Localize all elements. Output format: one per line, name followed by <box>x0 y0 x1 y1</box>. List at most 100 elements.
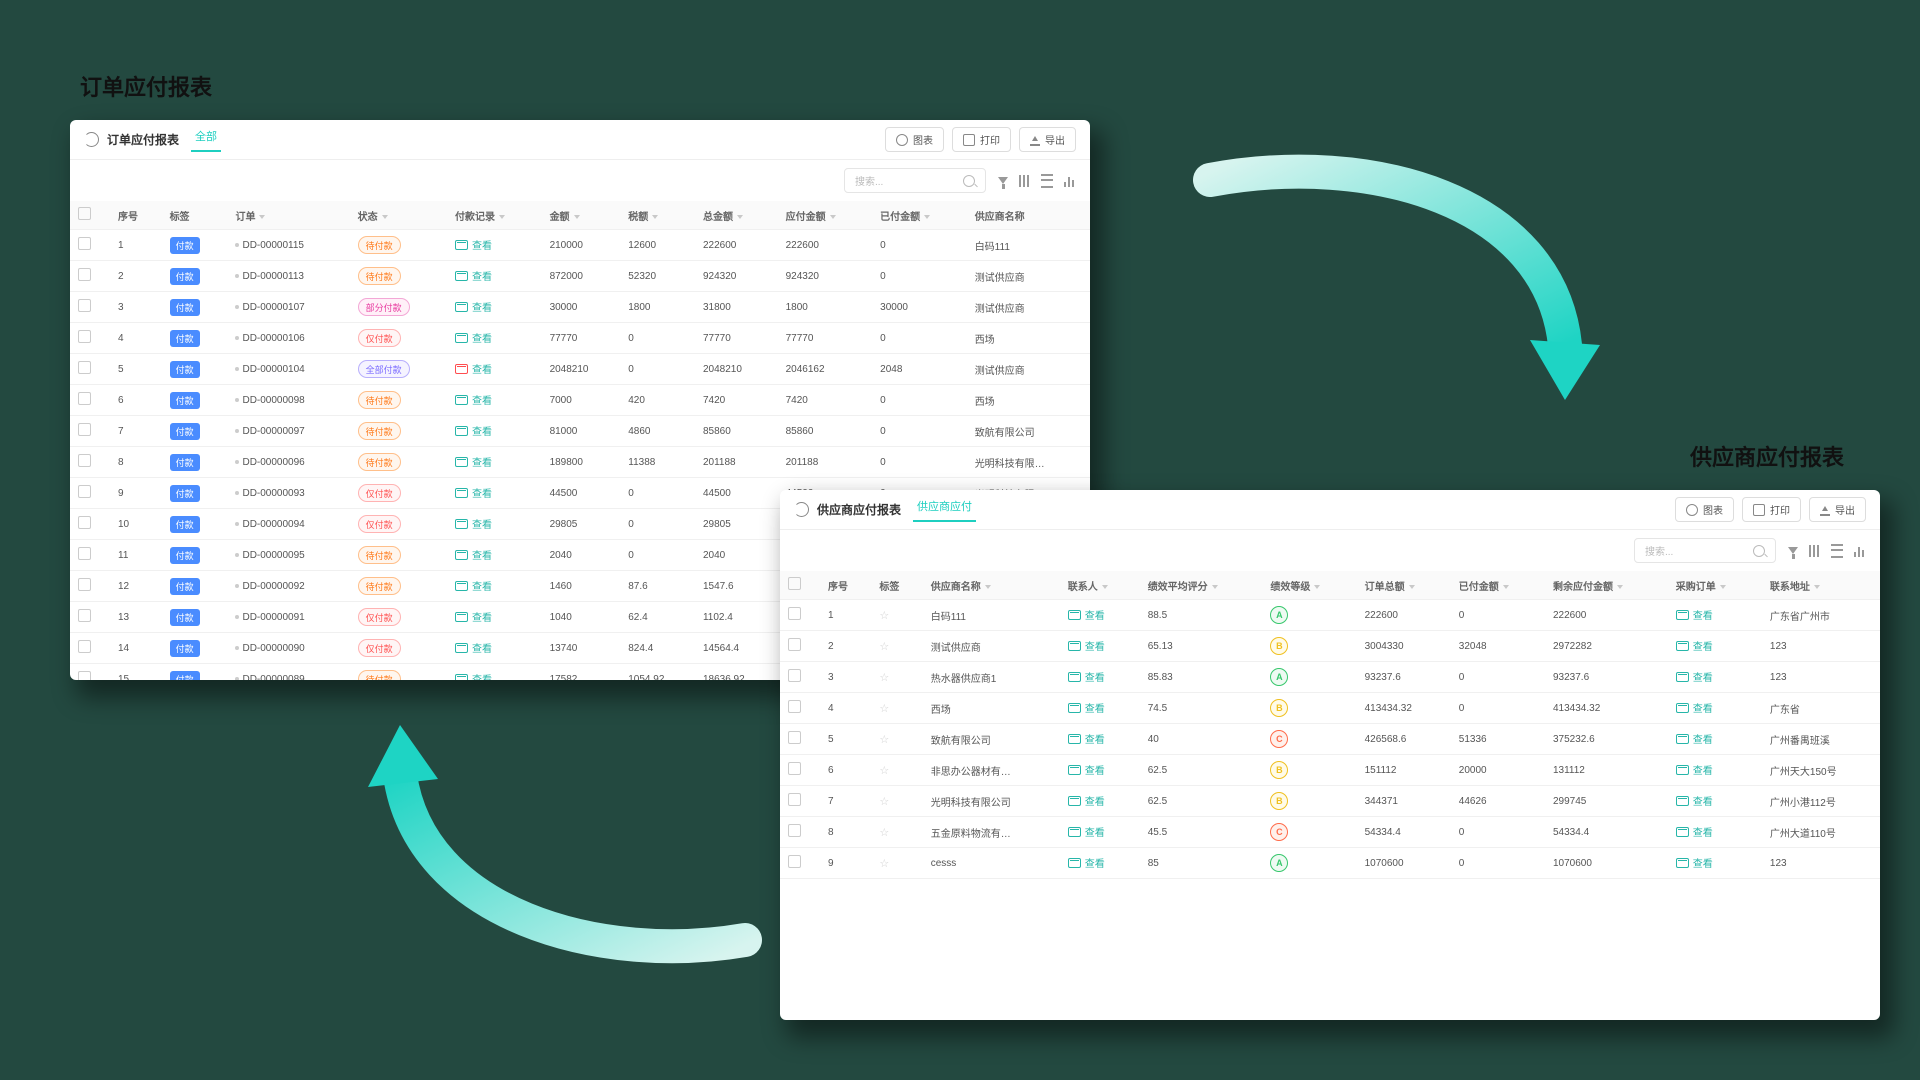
star-icon[interactable]: ☆ <box>879 858 889 870</box>
chart-button[interactable]: 图表 <box>885 127 944 152</box>
checkbox[interactable] <box>78 640 91 653</box>
view-link[interactable]: 查看 <box>1068 824 1105 839</box>
view-link[interactable]: 查看 <box>1068 669 1105 684</box>
col-due[interactable]: 应付金额 <box>778 201 873 230</box>
view-link[interactable]: 查看 <box>455 671 492 680</box>
col-order[interactable]: 订单 <box>227 201 349 230</box>
checkbox[interactable] <box>78 671 91 680</box>
table-row[interactable]: 6☆非思办公器材有…查看62.5B15111220000131112查看广州天大… <box>780 755 1880 786</box>
view-link[interactable]: 查看 <box>1068 700 1105 715</box>
col-remain[interactable]: 剩余应付金额 <box>1545 571 1668 600</box>
checkbox[interactable] <box>78 609 91 622</box>
col-score[interactable]: 绩效平均评分 <box>1140 571 1263 600</box>
table-row[interactable]: 6付款DD-00000098待付款查看7000420742074200西场 <box>70 385 1090 416</box>
checkbox[interactable] <box>78 547 91 560</box>
view-link[interactable]: 查看 <box>455 640 492 655</box>
list-icon[interactable] <box>1040 174 1054 188</box>
table-row[interactable]: 9☆cesss查看85A107060001070600查看123 <box>780 848 1880 879</box>
view-link[interactable]: 查看 <box>455 454 492 469</box>
star-icon[interactable]: ☆ <box>879 610 889 622</box>
table-row[interactable]: 4☆西场查看74.5B413434.320413434.32查看广东省 <box>780 693 1880 724</box>
pay-tag[interactable]: 付款 <box>170 330 200 347</box>
checkbox[interactable] <box>788 638 801 651</box>
checkbox[interactable] <box>78 516 91 529</box>
checkbox[interactable] <box>78 578 91 591</box>
table-row[interactable]: 5☆致航有限公司查看40C426568.651336375232.6查看广州番禺… <box>780 724 1880 755</box>
col-seq[interactable]: 序号 <box>110 201 162 230</box>
checkbox-all[interactable] <box>788 577 801 590</box>
table-row[interactable]: 3付款DD-00000107部分付款查看30000180031800180030… <box>70 292 1090 323</box>
view-link[interactable]: 查看 <box>455 361 492 376</box>
view-link[interactable]: 查看 <box>1676 700 1713 715</box>
view-link[interactable]: 查看 <box>455 516 492 531</box>
table-row[interactable]: 1☆白码111查看88.5A2226000222600查看广东省广州市 <box>780 600 1880 631</box>
checkbox[interactable] <box>788 700 801 713</box>
pay-tag[interactable]: 付款 <box>170 361 200 378</box>
col-grade[interactable]: 绩效等级 <box>1262 571 1356 600</box>
pay-tag[interactable]: 付款 <box>170 454 200 471</box>
star-icon[interactable]: ☆ <box>879 703 889 715</box>
col-paid[interactable]: 已付金额 <box>872 201 967 230</box>
checkbox[interactable] <box>78 299 91 312</box>
view-link[interactable]: 查看 <box>455 578 492 593</box>
panel2-tab[interactable]: 供应商应付 <box>913 498 976 522</box>
col-addr[interactable]: 联系地址 <box>1762 571 1880 600</box>
star-icon[interactable]: ☆ <box>879 734 889 746</box>
list-icon[interactable] <box>1830 544 1844 558</box>
col-seq[interactable]: 序号 <box>820 571 871 600</box>
checkbox[interactable] <box>78 330 91 343</box>
checkbox[interactable] <box>788 731 801 744</box>
checkbox-all[interactable] <box>78 207 91 220</box>
print-button[interactable]: 打印 <box>1742 497 1801 522</box>
pay-tag[interactable]: 付款 <box>170 237 200 254</box>
checkbox[interactable] <box>78 485 91 498</box>
table-row[interactable]: 7付款DD-00000097待付款查看81000486085860858600致… <box>70 416 1090 447</box>
view-link[interactable]: 查看 <box>1068 762 1105 777</box>
table-row[interactable]: 1付款DD-00000115待付款查看210000126002226002226… <box>70 230 1090 261</box>
pay-tag[interactable]: 付款 <box>170 547 200 564</box>
pay-tag[interactable]: 付款 <box>170 609 200 626</box>
col-payrec[interactable]: 付款记录 <box>447 201 542 230</box>
table-row[interactable]: 5付款DD-00000104全部付款查看20482100204821020461… <box>70 354 1090 385</box>
export-button[interactable]: 导出 <box>1019 127 1076 152</box>
view-link[interactable]: 查看 <box>1676 638 1713 653</box>
pay-tag[interactable]: 付款 <box>170 640 200 657</box>
star-icon[interactable]: ☆ <box>879 796 889 808</box>
filter-icon[interactable] <box>996 174 1010 188</box>
view-link[interactable]: 查看 <box>1676 669 1713 684</box>
barchart-icon[interactable] <box>1852 544 1866 558</box>
pay-tag[interactable]: 付款 <box>170 299 200 316</box>
star-icon[interactable]: ☆ <box>879 641 889 653</box>
view-link[interactable]: 查看 <box>1676 855 1713 870</box>
pay-tag[interactable]: 付款 <box>170 423 200 440</box>
checkbox[interactable] <box>788 669 801 682</box>
checkbox[interactable] <box>788 762 801 775</box>
col-tag[interactable]: 标签 <box>871 571 922 600</box>
filter-icon[interactable] <box>1786 544 1800 558</box>
view-link[interactable]: 查看 <box>1068 607 1105 622</box>
pay-tag[interactable]: 付款 <box>170 578 200 595</box>
print-button[interactable]: 打印 <box>952 127 1011 152</box>
view-link[interactable]: 查看 <box>1676 731 1713 746</box>
checkbox[interactable] <box>788 824 801 837</box>
columns-icon[interactable] <box>1018 174 1032 188</box>
table-row[interactable]: 4付款DD-00000106仅付款查看77770077770777700西场 <box>70 323 1090 354</box>
table-row[interactable]: 3☆热水器供应商1查看85.83A93237.6093237.6查看123 <box>780 662 1880 693</box>
col-supplier[interactable]: 供应商名称 <box>967 201 1090 230</box>
col-status[interactable]: 状态 <box>350 201 447 230</box>
pay-tag[interactable]: 付款 <box>170 268 200 285</box>
col-paid[interactable]: 已付金额 <box>1451 571 1545 600</box>
search-input[interactable]: 搜索... <box>844 168 986 193</box>
star-icon[interactable]: ☆ <box>879 765 889 777</box>
view-link[interactable]: 查看 <box>455 485 492 500</box>
view-link[interactable]: 查看 <box>1676 607 1713 622</box>
checkbox[interactable] <box>78 392 91 405</box>
table-row[interactable]: 2付款DD-00000113待付款查看872000523209243209243… <box>70 261 1090 292</box>
refresh-icon[interactable] <box>794 502 809 517</box>
col-tax[interactable]: 税额 <box>620 201 695 230</box>
checkbox[interactable] <box>78 454 91 467</box>
view-link[interactable]: 查看 <box>455 423 492 438</box>
view-link[interactable]: 查看 <box>1068 731 1105 746</box>
pay-tag[interactable]: 付款 <box>170 516 200 533</box>
view-link[interactable]: 查看 <box>1676 762 1713 777</box>
